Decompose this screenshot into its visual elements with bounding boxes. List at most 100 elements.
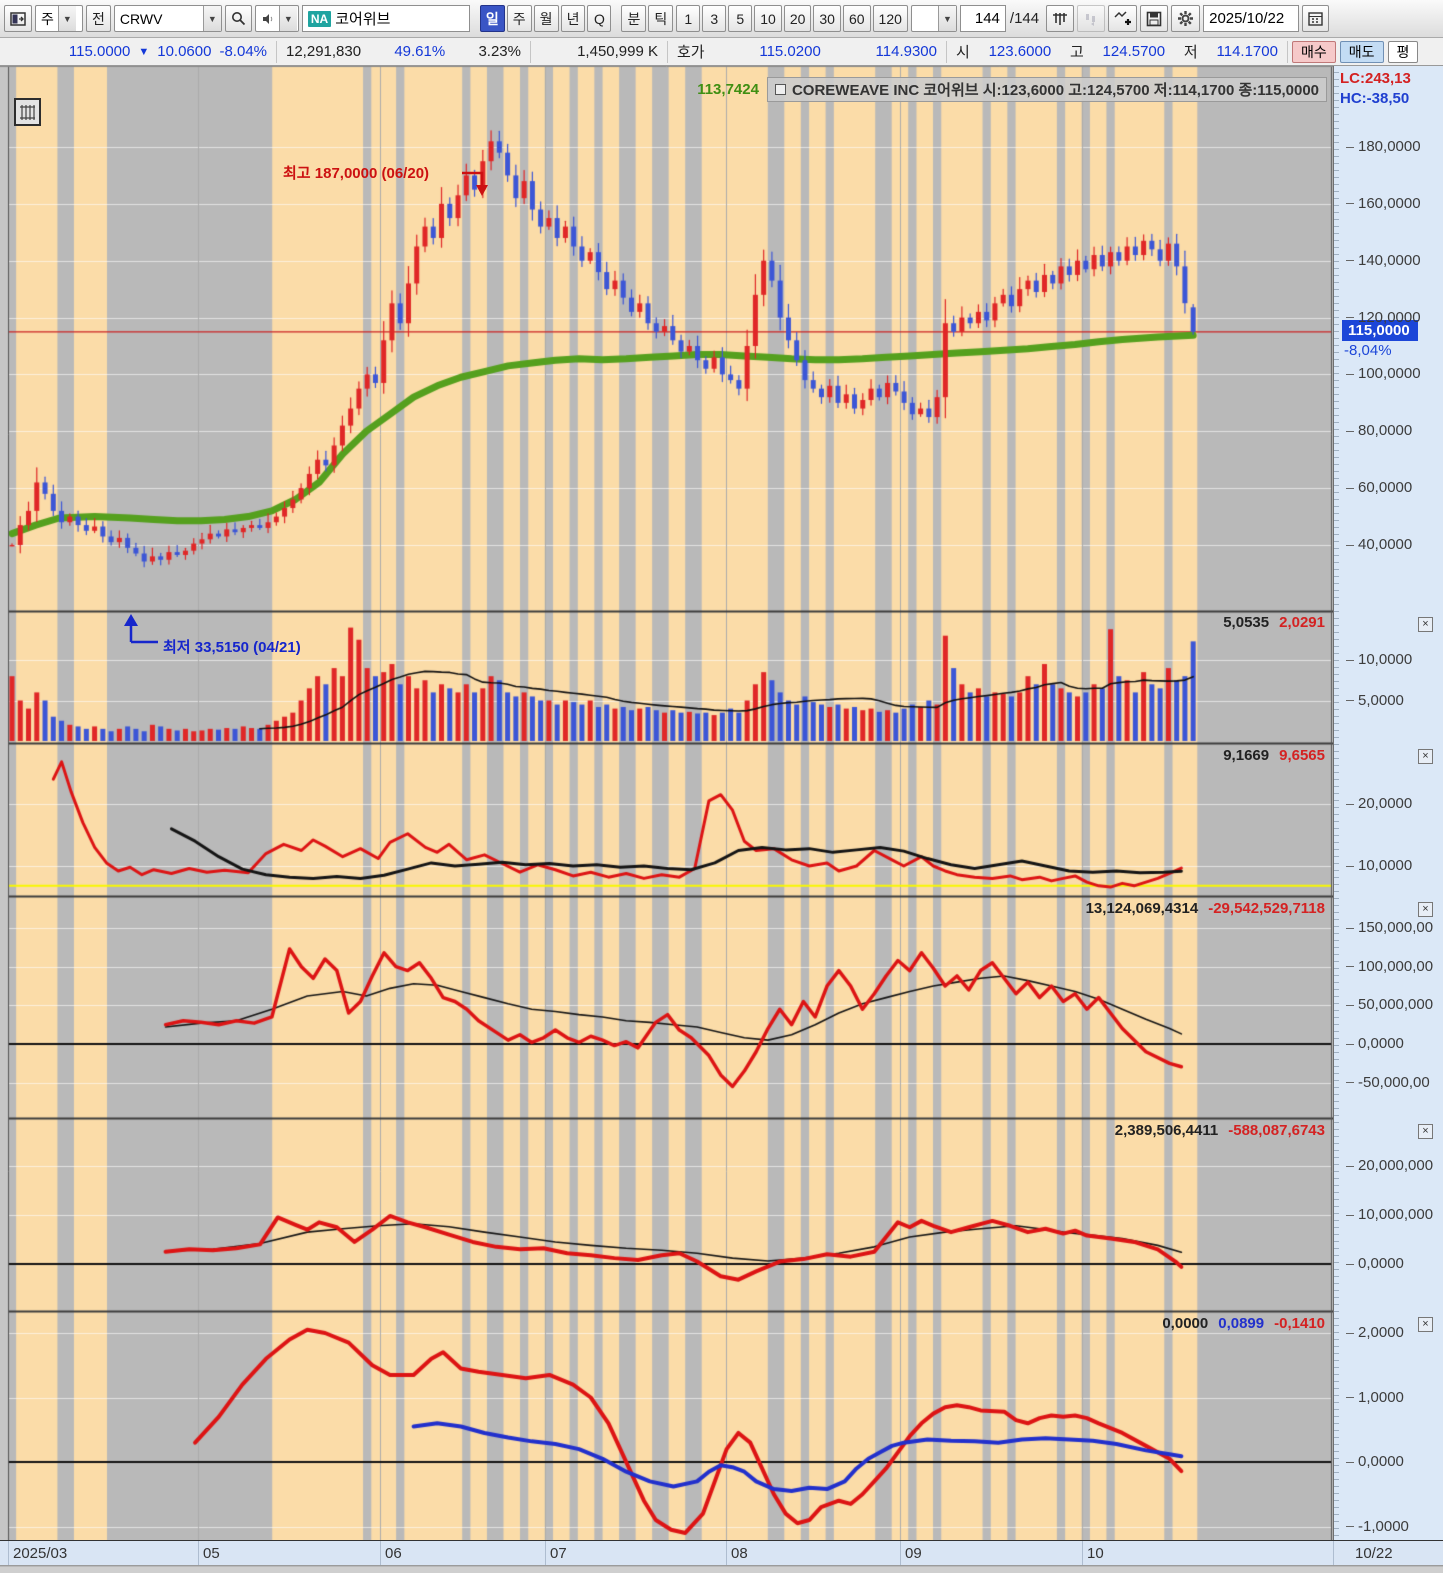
panel5-axis-tick: 1,0000 — [1346, 1389, 1404, 1406]
ask-price: 114.9300 — [875, 43, 937, 60]
panel4-value-labels: 2,389,506,4411 -588,087,6743 — [1105, 1122, 1325, 1139]
grid-icon — [19, 104, 36, 121]
current-price: 115.0000 — [68, 43, 131, 60]
tick-chart-button[interactable] — [1046, 5, 1075, 32]
chart-grid-toggle-button[interactable] — [14, 98, 41, 126]
chevron-down-icon: ▼ — [937, 6, 956, 31]
minute-button-30[interactable]: 30 — [813, 5, 841, 32]
close-panel-icon[interactable]: × — [1418, 902, 1433, 917]
time-axis-label: 06 — [385, 1545, 402, 1562]
down-triangle-icon: ▼ — [138, 45, 150, 58]
add-indicator-button[interactable] — [1108, 5, 1138, 32]
timeframe-button-Q[interactable]: Q — [587, 5, 612, 32]
window-panel-icon — [10, 11, 26, 27]
indicator-value: 2,0291 — [1279, 614, 1325, 631]
custom-interval-dropdown[interactable]: ▼ — [910, 5, 957, 32]
panel3-value-labels: 13,124,069,4314 -29,542,529,7118 — [1076, 900, 1325, 917]
indicator-value: 9,6565 — [1279, 747, 1325, 764]
ma-value-label: 113,7424 — [697, 81, 759, 98]
symbol-combobox[interactable]: CRWV ▼ — [113, 5, 222, 32]
bid-price: 115.0200 — [759, 43, 821, 60]
chevron-down-icon: ▼ — [57, 6, 76, 31]
compare-chart-button[interactable] — [1077, 5, 1106, 32]
time-axis-label: 09 — [905, 1545, 922, 1562]
panel3-axis-tick: 100,000,00 — [1346, 958, 1433, 975]
search-button[interactable] — [224, 5, 252, 32]
rate-pct: 3.23% — [478, 43, 521, 60]
stock-title-text: COREWEAVE INC 코어위브 시:123,6000 고:124,5700… — [791, 82, 1319, 99]
minute-button-120[interactable]: 120 — [872, 5, 908, 32]
minute-button-20[interactable]: 20 — [783, 5, 812, 32]
sound-dropdown[interactable]: ▼ — [254, 5, 299, 32]
low-price: 114.1700 — [1216, 43, 1278, 60]
panel4-axis-tick: 10,000,000 — [1346, 1206, 1433, 1223]
bottom-resize-strip[interactable] — [0, 1567, 1443, 1573]
market-badge: NA — [307, 10, 332, 27]
panel5-axis-tick: -1,0000 — [1346, 1518, 1409, 1535]
panel3-axis-tick: 50,000,000 — [1346, 996, 1433, 1013]
date-field[interactable]: 2025/10/22 — [1203, 5, 1300, 32]
price-axis[interactable]: LC:243,13 HC:-38,50 115,0000 -8,04% 180,… — [1333, 66, 1443, 1540]
time-axis[interactable]: 10/22 2025/03 05 06 07 08 09 10 — [0, 1540, 1443, 1566]
minute-button-3[interactable]: 3 — [702, 5, 727, 32]
timeframe-button-주[interactable]: 주 — [506, 5, 532, 32]
timeframe-button-년[interactable]: 년 — [560, 5, 586, 32]
save-button[interactable] — [1140, 5, 1169, 32]
panel4-axis-tick: 0,0000 — [1346, 1255, 1404, 1272]
window-panel-button[interactable] — [4, 5, 32, 32]
checkbox-icon[interactable] — [774, 84, 786, 95]
time-axis-last-label: 10/22 — [1355, 1545, 1393, 1562]
bar-count-input[interactable]: 144 — [959, 5, 1006, 32]
minute-button-10[interactable]: 10 — [754, 5, 782, 32]
price-axis-tick: 140,0000 — [1346, 252, 1421, 269]
sell-button[interactable]: 매도 — [1339, 40, 1384, 63]
compare-candles-icon — [1083, 11, 1099, 27]
price-chart-canvas[interactable] — [0, 66, 1333, 1540]
high-arrow-icon — [462, 165, 494, 199]
time-axis-label: 2025/03 — [13, 1545, 68, 1562]
timeframe-button-월[interactable]: 월 — [533, 5, 559, 32]
time-axis-separator — [8, 1541, 9, 1565]
tick-button-분[interactable]: 분 — [621, 5, 647, 32]
settings-button[interactable] — [1171, 5, 1201, 32]
stock-name-field[interactable]: NA 코어위브 — [301, 5, 470, 32]
search-icon — [231, 11, 246, 26]
panel5-axis-tick: 0,0000 — [1346, 1453, 1404, 1470]
indicator-value: 13,124,069,4314 — [1085, 900, 1199, 917]
close-panel-icon[interactable]: × — [1418, 617, 1433, 632]
buy-button[interactable]: 매수 — [1292, 40, 1336, 63]
price-axis-tick: 40,0000 — [1346, 536, 1412, 553]
close-panel-icon[interactable]: × — [1418, 749, 1433, 764]
time-axis-separator — [900, 1541, 901, 1565]
panel2-value-labels: 9,1669 9,6565 — [1213, 747, 1325, 764]
minute-button-60[interactable]: 60 — [842, 5, 871, 32]
close-panel-icon[interactable]: × — [1418, 1124, 1433, 1139]
calendar-icon — [1308, 11, 1323, 26]
speaker-icon — [261, 12, 275, 26]
time-axis-separator — [1082, 1541, 1083, 1565]
annotation-high: 최고 187,0000 (06/20) — [283, 165, 430, 182]
low-label: 저 — [1183, 44, 1198, 61]
chevron-down-icon: ▼ — [278, 6, 297, 31]
time-axis-separator — [198, 1541, 199, 1565]
minute-button-1[interactable]: 1 — [676, 5, 701, 32]
price-axis-tick: 120,0000 — [1346, 309, 1421, 326]
annotation-low: 최저 33,5150 (04/21) — [163, 639, 301, 656]
calendar-button[interactable] — [1302, 5, 1330, 32]
close-panel-icon[interactable]: × — [1418, 1317, 1433, 1332]
price-axis-tick: 60,0000 — [1346, 479, 1412, 496]
tick-button-틱[interactable]: 틱 — [648, 5, 674, 32]
average-button[interactable]: 평 — [1387, 40, 1419, 63]
period-type-dropdown[interactable]: 주 ▼ — [35, 5, 83, 32]
time-axis-label: 10 — [1087, 1545, 1104, 1562]
symbol-value: CRWV — [119, 10, 163, 27]
minute-button-5[interactable]: 5 — [728, 5, 753, 32]
minute-button-group: 1 3 5 10 20 30 60 120 — [676, 5, 908, 32]
low-arrow-icon — [122, 612, 162, 648]
chart-area: 113,7424 COREWEAVE INC 코어위브 시:123,6000 고… — [0, 66, 1443, 1573]
time-axis-label: 05 — [203, 1545, 220, 1562]
line-plus-icon — [1114, 10, 1132, 27]
previous-button[interactable]: 전 — [86, 5, 111, 32]
timeframe-button-일[interactable]: 일 — [479, 5, 505, 32]
